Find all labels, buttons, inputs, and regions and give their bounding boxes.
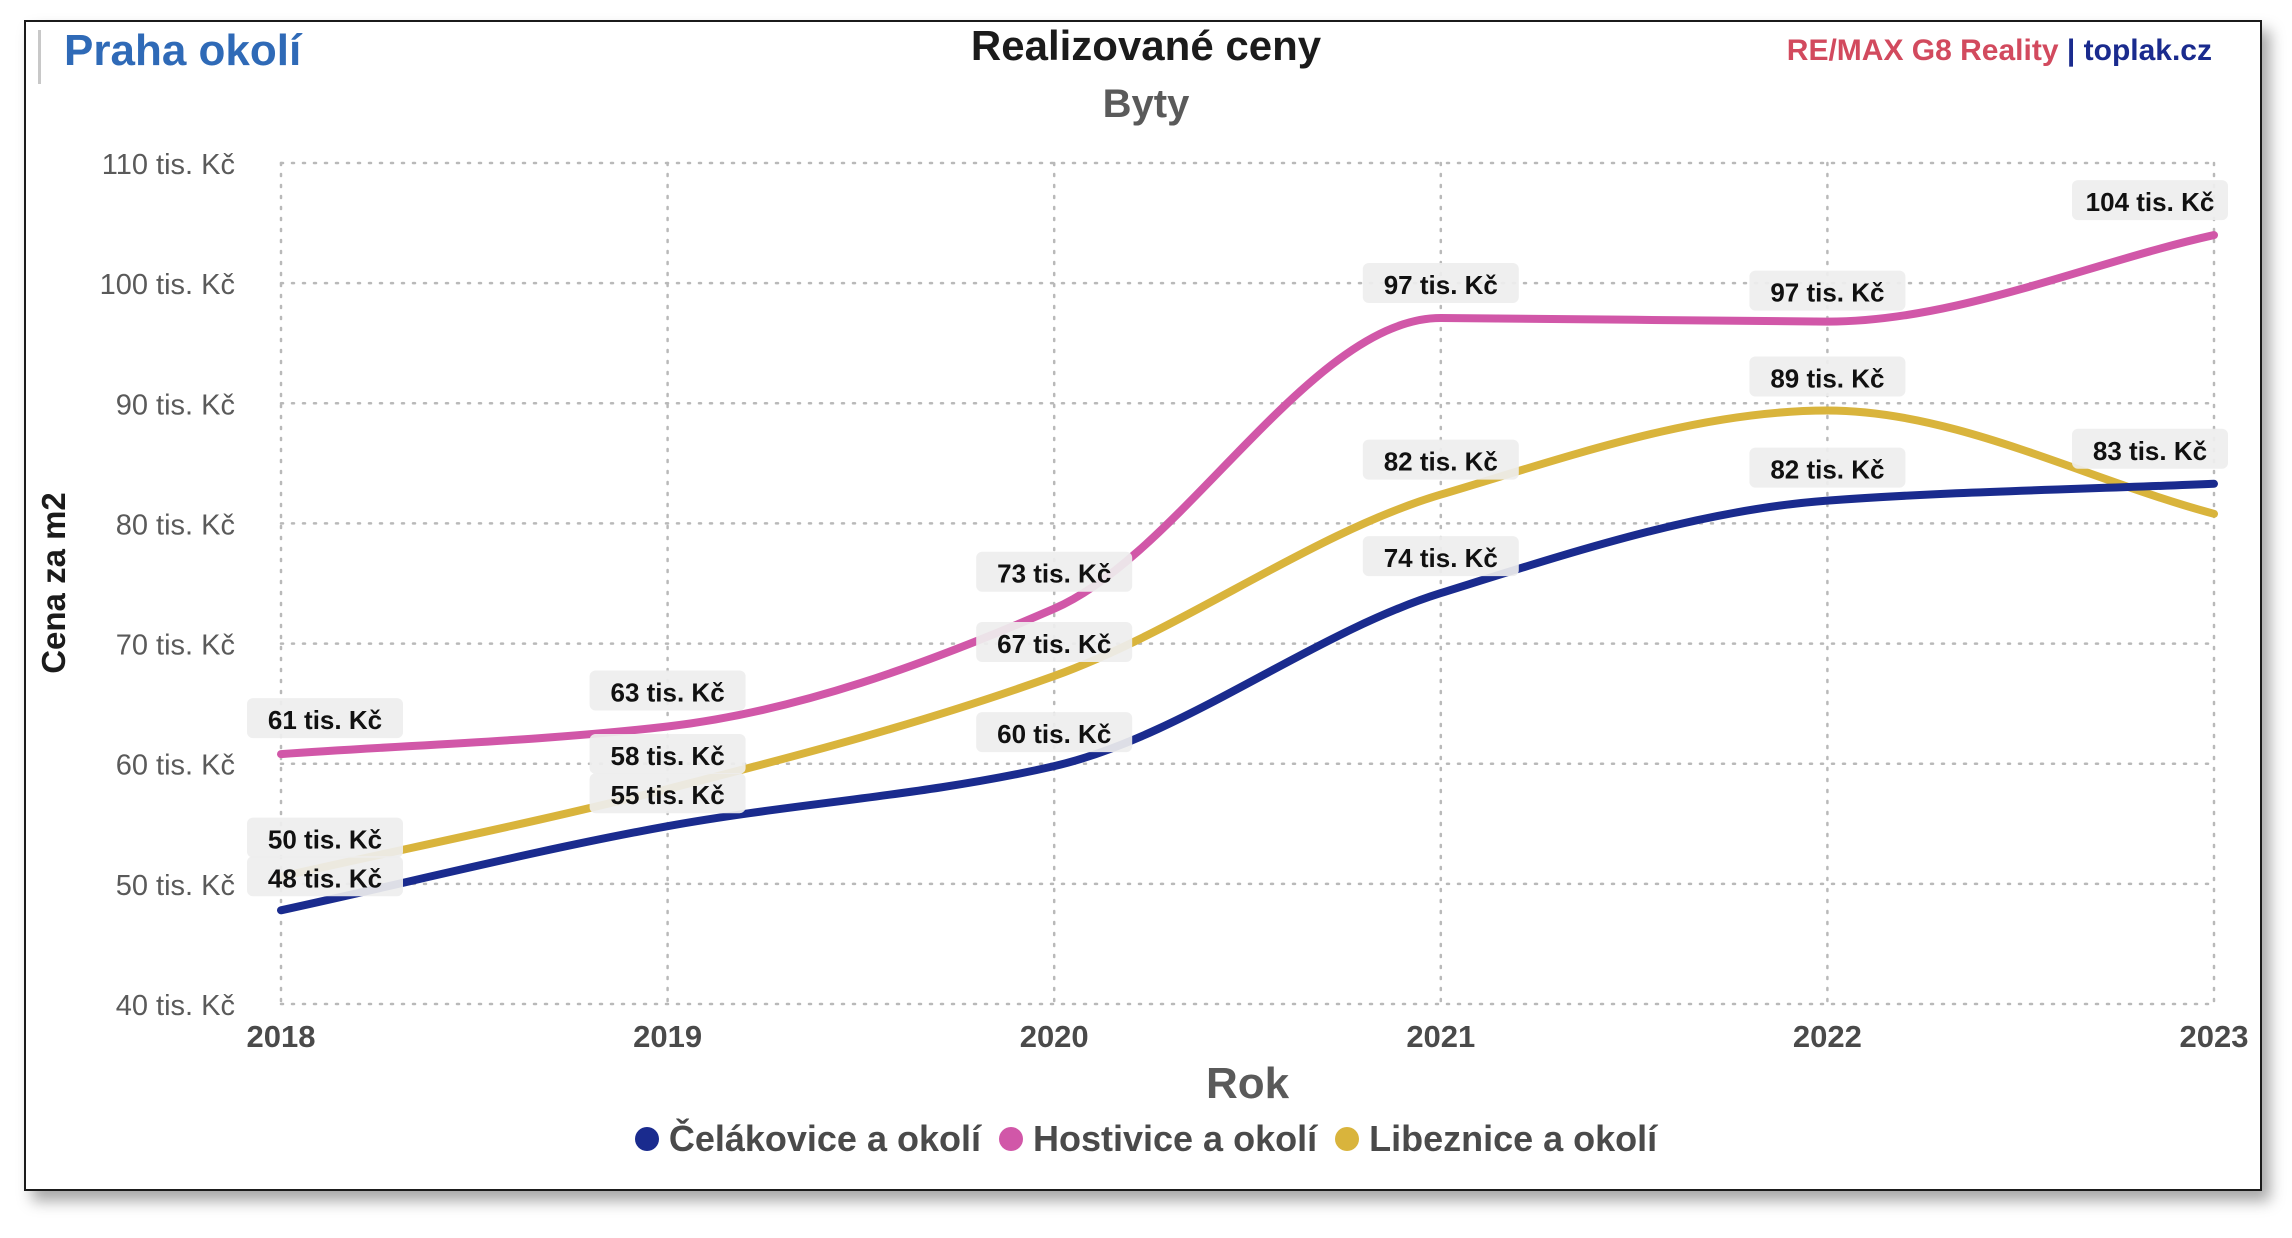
chart-title: Realizované ceny: [970, 22, 1322, 69]
brand-remax: RE/MAX G8 Reality: [1786, 34, 2059, 67]
data-label-group: 60 tis. Kč: [976, 712, 1133, 753]
data-label-bg: [1749, 447, 1906, 488]
data-label-bg: [1362, 262, 1519, 303]
data-label-group: 73 tis. Kč: [976, 551, 1133, 592]
data-label: 74 tis. Kč: [1384, 543, 1498, 573]
data-label-group: 82 tis. Kč: [1749, 447, 1906, 488]
y-tick-label: 70 tis. Kč: [116, 630, 235, 662]
data-label-bg: [247, 698, 403, 739]
brand-label[interactable]: RE/MAX G8 Reality | toplak.cz: [1787, 34, 2212, 68]
legend-label: Libeznice a okolí: [1369, 1118, 1658, 1159]
x-axis-title: Rok: [1206, 1059, 1290, 1108]
series-line-1: [277, 231, 2218, 759]
x-tick-label: 2022: [1793, 1019, 1862, 1054]
data-label-group: 104 tis. Kč: [2072, 180, 2228, 221]
data-label-group: 97 tis. Kč: [1362, 262, 1519, 303]
chart-subtitle: Byty: [1102, 82, 1190, 126]
y-tick-label: 60 tis. Kč: [116, 750, 235, 782]
data-label: 50 tis. Kč: [268, 825, 382, 855]
data-label-group: 63 tis. Kč: [589, 670, 746, 711]
data-label-group: 82 tis. Kč: [1362, 439, 1519, 480]
data-label-bg: [247, 856, 403, 897]
chart-card: [24, 20, 2262, 1191]
data-label-bg: [247, 817, 403, 858]
grid-lines: [279, 161, 2216, 1006]
y-tick-label: 90 tis. Kč: [116, 389, 235, 421]
chart-legend: Čelákovice a okolí Hostivice a okolí Libez…: [0, 1118, 2292, 1160]
data-label: 104 tis. Kč: [2086, 187, 2215, 217]
x-tick-label: 2018: [247, 1019, 316, 1054]
data-label-bg: [2072, 180, 2228, 221]
x-tick-label: 2021: [1406, 1019, 1475, 1054]
legend-label: Čelákovice a okolí: [668, 1118, 981, 1159]
data-label: 82 tis. Kč: [1384, 447, 1498, 477]
y-axis-title: Cena za m2: [35, 492, 72, 674]
legend-swatch: [998, 1127, 1023, 1151]
y-tick-label: 100 tis. Kč: [100, 269, 235, 301]
data-label: 58 tis. Kč: [611, 741, 725, 771]
data-label-bg: [589, 773, 746, 814]
data-label: 89 tis. Kč: [1770, 363, 1884, 393]
data-label: 97 tis. Kč: [1770, 278, 1884, 308]
data-label-bg: [589, 670, 746, 711]
data-label-group: 67 tis. Kč: [976, 622, 1133, 663]
x-tick-label: 2019: [633, 1019, 702, 1054]
y-tick-label: 110 tis. Kč: [102, 149, 235, 181]
data-label-bg: [976, 622, 1133, 663]
legend-item[interactable]: Čelákovice a okolí: [634, 1118, 981, 1160]
data-label: 61 tis. Kč: [268, 705, 382, 735]
brand-separator: |: [2066, 34, 2076, 67]
data-label: 73 tis. Kč: [997, 559, 1111, 589]
x-tick-label: 2023: [2180, 1019, 2249, 1054]
y-tick-label: 80 tis. Kč: [116, 509, 235, 541]
data-label-group: 97 tis. Kč: [1749, 270, 1906, 311]
data-label-group: 55 tis. Kč: [589, 773, 746, 814]
data-label: 67 tis. Kč: [997, 629, 1111, 659]
data-label: 63 tis. Kč: [611, 677, 725, 707]
data-label-group: 48 tis. Kč: [247, 856, 403, 897]
legend-swatch: [634, 1127, 659, 1151]
data-label: 48 tis. Kč: [268, 863, 382, 893]
region-title: Praha okolí: [64, 26, 302, 75]
data-label-bg: [1362, 536, 1519, 577]
data-label: 97 tis. Kč: [1384, 270, 1498, 300]
y-tick-label: 50 tis. Kč: [116, 870, 235, 902]
legend-item[interactable]: Hostivice a okolí: [998, 1118, 1318, 1160]
data-label-group: 89 tis. Kč: [1749, 356, 1906, 397]
data-label-bg: [1749, 270, 1906, 311]
data-label-bg: [976, 712, 1133, 753]
data-label-group: 61 tis. Kč: [247, 698, 403, 739]
header-accent-bar: [38, 30, 41, 84]
data-label-bg: [1749, 356, 1906, 397]
data-label: 60 tis. Kč: [997, 719, 1111, 749]
data-label-group: 74 tis. Kč: [1362, 536, 1519, 577]
data-label-group: 50 tis. Kč: [247, 817, 403, 858]
series-line-2: [277, 406, 2218, 881]
data-label-group: 83 tis. Kč: [2072, 428, 2228, 469]
x-tick-label: 2020: [1020, 1019, 1089, 1054]
data-label: 82 tis. Kč: [1770, 455, 1884, 485]
data-label: 55 tis. Kč: [611, 780, 725, 810]
legend-swatch: [1335, 1127, 1360, 1151]
data-label-bg: [2072, 428, 2228, 469]
series-line-0: [277, 479, 2218, 915]
data-label-bg: [589, 733, 746, 774]
legend-label: Hostivice a okolí: [1032, 1118, 1318, 1159]
data-label-bg: [1362, 439, 1519, 480]
y-tick-label: 40 tis. Kč: [116, 990, 235, 1022]
brand-site[interactable]: toplak.cz: [2083, 34, 2212, 67]
legend-item[interactable]: Libeznice a okolí: [1335, 1118, 1657, 1160]
data-label-group: 58 tis. Kč: [589, 733, 746, 774]
data-label: 83 tis. Kč: [2093, 436, 2207, 466]
data-label-bg: [976, 551, 1133, 592]
